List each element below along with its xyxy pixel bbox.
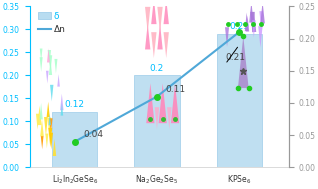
Text: 0.2: 0.2 (150, 64, 164, 73)
Polygon shape (151, 0, 156, 24)
Polygon shape (49, 113, 51, 125)
Polygon shape (40, 119, 44, 136)
Text: 0.12: 0.12 (65, 100, 85, 109)
Polygon shape (151, 32, 156, 58)
Polygon shape (258, 26, 263, 47)
Polygon shape (260, 2, 265, 23)
Polygon shape (50, 133, 53, 149)
Polygon shape (171, 83, 179, 123)
Polygon shape (40, 49, 43, 62)
Polygon shape (53, 139, 56, 156)
Polygon shape (163, 0, 169, 7)
Polygon shape (167, 107, 171, 129)
Bar (217, 34, 262, 167)
Bar (134, 75, 180, 167)
Polygon shape (48, 118, 51, 135)
Polygon shape (50, 85, 53, 101)
Polygon shape (39, 103, 43, 119)
Polygon shape (250, 12, 255, 33)
Polygon shape (44, 117, 48, 136)
Polygon shape (48, 50, 51, 67)
Polygon shape (49, 118, 52, 134)
Polygon shape (54, 59, 58, 73)
Polygon shape (47, 102, 50, 117)
Polygon shape (249, 2, 253, 22)
Text: 0.04: 0.04 (83, 130, 103, 139)
Text: 0.11: 0.11 (165, 85, 185, 94)
Polygon shape (146, 83, 155, 123)
Polygon shape (157, 24, 163, 50)
Polygon shape (36, 114, 39, 130)
Polygon shape (38, 106, 42, 125)
Text: 0.29: 0.29 (229, 22, 249, 31)
Polygon shape (45, 134, 48, 148)
Polygon shape (47, 48, 50, 63)
Polygon shape (252, 12, 256, 32)
Polygon shape (163, 0, 169, 24)
Polygon shape (259, 11, 263, 29)
Bar (52, 112, 97, 167)
Polygon shape (60, 94, 64, 110)
Polygon shape (245, 12, 249, 31)
Polygon shape (246, 15, 249, 32)
Polygon shape (40, 57, 43, 72)
Polygon shape (49, 59, 52, 75)
Polygon shape (49, 55, 52, 72)
Polygon shape (155, 107, 159, 129)
Polygon shape (60, 103, 63, 116)
Polygon shape (48, 128, 52, 147)
Polygon shape (41, 136, 44, 149)
Polygon shape (225, 27, 229, 47)
Polygon shape (46, 71, 49, 84)
Polygon shape (145, 24, 150, 50)
Polygon shape (57, 74, 60, 87)
Polygon shape (151, 0, 156, 7)
Legend: δ, Δn: δ, Δn (37, 11, 66, 35)
Polygon shape (238, 36, 249, 88)
Polygon shape (157, 7, 163, 33)
Polygon shape (163, 32, 169, 58)
Polygon shape (145, 7, 150, 33)
Polygon shape (159, 83, 167, 123)
Text: 0.21: 0.21 (225, 53, 245, 62)
Polygon shape (252, 20, 256, 38)
